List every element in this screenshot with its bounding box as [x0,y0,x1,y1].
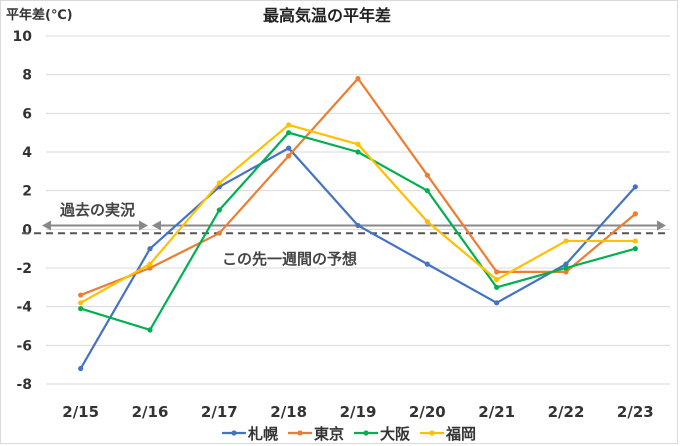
arrow-head-right [657,220,666,231]
arrow-head-right [139,220,148,231]
y-tick-label: -2 [16,261,32,277]
legend-marker [231,430,237,436]
y-tick-label: 10 [13,29,33,45]
legend-label: 福岡 [445,425,476,443]
arrow-head-left [42,220,51,231]
x-tick-label: 2/22 [548,403,585,421]
y-tick-label: 6 [22,106,32,122]
x-tick-label: 2/17 [201,403,238,421]
data-point [494,277,500,283]
legend-label: 札幌 [247,425,278,443]
data-point [632,184,638,190]
data-point [494,284,500,290]
data-point [355,222,361,229]
legend-marker [429,430,435,436]
legend-item: 福岡 [420,425,476,443]
data-point [216,207,222,213]
y-tick-label: -4 [16,300,32,316]
data-point [78,292,84,298]
y-axis-ticks: 10 8 6 4 2 0 -2 -4 -6 -8 [13,29,33,393]
data-point [216,230,222,236]
legend-item: 大阪 [354,425,411,443]
y-tick-label: 2 [22,184,32,200]
x-tick-label: 2/18 [270,403,307,421]
series-1 [78,145,638,372]
data-point [286,130,292,136]
x-tick-label: 2/15 [62,403,99,421]
data-point [563,269,569,275]
y-tick-label: -6 [16,338,32,354]
data-point [355,149,361,155]
data-point [286,145,292,151]
y-tick-label: -8 [16,377,32,393]
legend: 札幌 東京 大阪 福岡 [222,425,476,443]
series-lines [78,75,638,372]
legend-label: 東京 [314,425,344,443]
data-point [424,261,430,267]
legend-marker [363,430,369,436]
x-axis-ticks: 2/15 2/16 2/17 2/18 2/19 2/20 2/21 2/22 2/23 [62,403,653,421]
data-point [424,188,430,194]
data-point [78,365,84,372]
data-point [286,122,292,128]
data-point [78,300,84,306]
legend-label: 大阪 [380,425,411,443]
chart-title: 最高気温の平年差 [263,6,391,25]
period-arrows [42,220,666,231]
data-point [424,219,430,225]
annotation-future: この先一週間の予想 [222,250,357,268]
x-tick-label: 2/19 [340,403,377,421]
y-tick-label: 4 [22,145,32,161]
data-point [286,153,292,159]
legend-item: 東京 [288,425,344,443]
data-point [355,75,361,82]
data-point [355,141,361,147]
series-2 [78,75,638,298]
x-tick-label: 2/20 [409,403,446,421]
data-point [147,327,153,333]
y-tick-label: 8 [22,68,32,84]
y-axis-label: 平年差(℃) [6,7,73,23]
data-point [632,238,638,244]
data-point [563,261,569,267]
x-tick-label: 2/21 [478,403,515,421]
data-point [563,238,569,244]
y-tick-label: 0 [22,222,32,238]
legend-marker [297,430,303,436]
x-tick-label: 2/23 [617,403,654,421]
data-point [563,265,569,271]
data-point [494,300,500,306]
data-point [216,180,222,186]
data-point [147,261,153,267]
annotation-past: 過去の実況 [59,201,135,219]
data-point [632,211,638,217]
data-point [632,246,638,252]
data-point [147,246,153,252]
arrow-head-left [152,220,161,231]
gridlines [46,35,670,385]
series-4 [78,122,638,306]
arrow-past [42,220,148,231]
series-line [79,147,637,370]
series-line [80,131,636,331]
data-point [147,265,153,271]
data-point [494,269,500,275]
series-line [80,77,637,297]
arrow-future [152,220,666,231]
data-point [78,306,84,312]
series-3 [78,130,638,333]
legend-item: 札幌 [222,425,278,443]
x-tick-label: 2/16 [132,403,169,421]
data-point [424,172,430,178]
